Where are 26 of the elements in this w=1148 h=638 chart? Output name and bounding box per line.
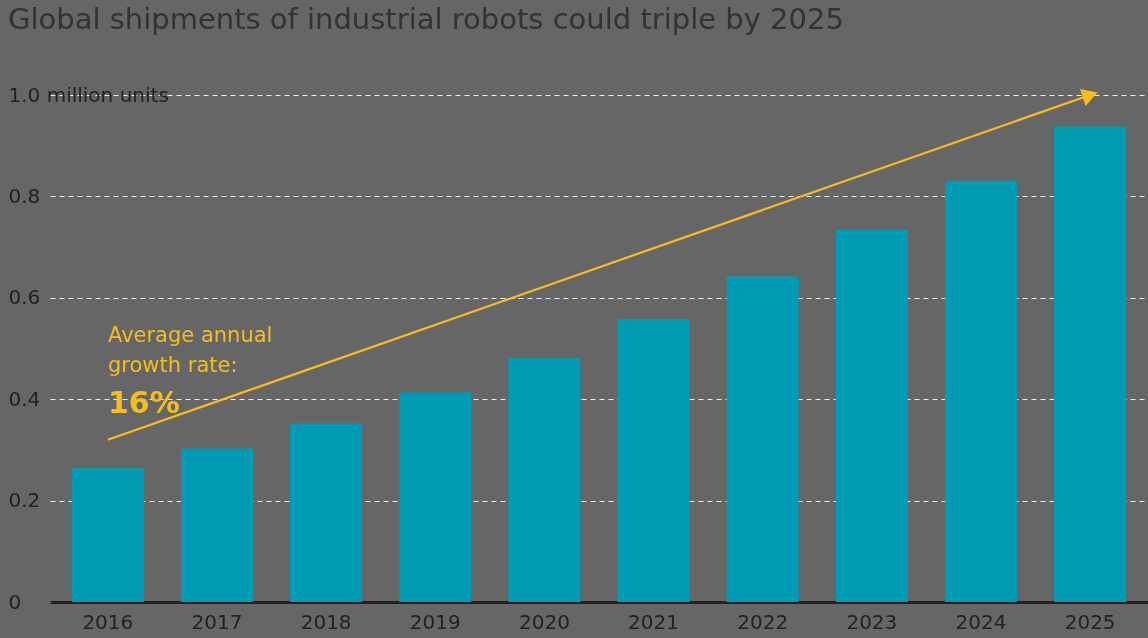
bar (180, 448, 254, 602)
x-tick-label: 2024 (955, 609, 1007, 634)
y-tick-label: 0.4 (8, 386, 41, 411)
x-tick-label: 2021 (628, 609, 680, 634)
x-tick-label: 2025 (1064, 609, 1116, 634)
y-tick-label: 0 (8, 589, 22, 614)
bar (71, 468, 144, 602)
x-tick-label: 2020 (518, 609, 570, 634)
bar (617, 319, 690, 602)
y-tick-label: 0.2 (8, 488, 41, 513)
bar (726, 276, 799, 602)
x-tick-label: 2023 (846, 609, 898, 634)
bar (835, 229, 908, 602)
bar (399, 392, 472, 602)
bar (508, 358, 581, 602)
x-tick-label: 2016 (82, 609, 134, 634)
x-tick-label: 2022 (737, 609, 789, 634)
x-tick-label: 2018 (300, 609, 352, 634)
bar (1054, 126, 1127, 602)
annotation: Average annual growth rate: 16% (108, 323, 273, 420)
bar (290, 423, 363, 602)
y-tick-label: 0.8 (8, 183, 41, 208)
x-tick-label: 2019 (409, 609, 461, 634)
x-tick-label: 2017 (191, 609, 243, 634)
bar (944, 180, 1018, 602)
y-tick-label: 0.6 (8, 285, 41, 310)
